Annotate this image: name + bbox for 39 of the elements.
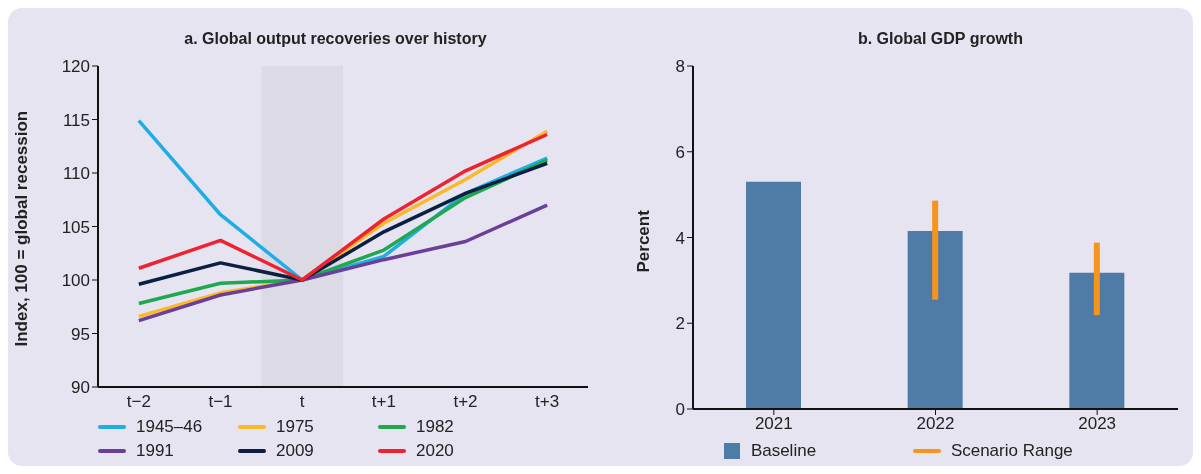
y-tick-label: 95 [71,324,90,344]
x-tick-label: 2023 [1078,414,1116,434]
y-axis-title: Percent [633,209,653,273]
chart-title: a. Global output recoveries over history [183,29,488,49]
y-tick-label: 6 [675,142,685,162]
y-tick-label: 105 [61,217,90,237]
x-tick-label: 2022 [916,414,955,434]
y-tick-label: 120 [61,57,90,77]
y-tick-label: 90 [71,378,90,398]
line-series [137,203,549,323]
x-tick-label: t+2 [453,392,478,412]
x-tick-label: t−1 [208,392,233,412]
legend-label: 2009 [276,441,314,461]
legend-label: 1991 [136,441,174,461]
y-tick-label: 4 [675,228,685,248]
x-tick-label: t+3 [535,392,560,412]
y-tick-label: 0 [675,400,685,420]
bar [907,231,963,409]
y-tick-label: 2 [675,314,685,334]
x-tick-label: 2021 [754,414,793,434]
bar [1069,272,1125,409]
legend-label: Scenario Range [950,441,1073,461]
bar [932,200,939,300]
bar [1093,242,1100,316]
y-tick-label: 8 [675,57,685,77]
legend-label: 1945–46 [136,417,203,437]
y-tick-label: 110 [62,164,90,184]
x-tick-label: t [299,392,305,412]
bar [745,181,801,409]
legend-label: 2020 [416,441,454,461]
y-tick-label: 100 [61,271,90,291]
y-axis-title: Index, 100 = global recession [12,110,32,347]
x-tick-label: t+1 [371,392,396,412]
y-tick-label: 115 [62,110,90,130]
legend-label: Baseline [750,441,817,461]
legend-label: 1975 [276,417,314,437]
legend-label: 1982 [416,417,454,437]
x-tick-label: t−2 [126,392,151,412]
chart-title: b. Global GDP growth [856,29,1024,49]
